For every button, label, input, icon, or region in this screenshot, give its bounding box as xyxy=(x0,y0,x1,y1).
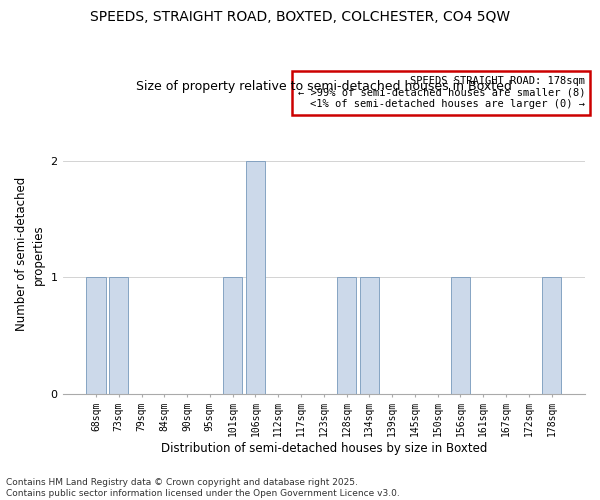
Text: SPEEDS STRAIGHT ROAD: 178sqm
← >99% of semi-detached houses are smaller (8)
<1% : SPEEDS STRAIGHT ROAD: 178sqm ← >99% of s… xyxy=(298,76,585,110)
Bar xyxy=(542,278,561,394)
Bar xyxy=(246,162,265,394)
Bar xyxy=(359,278,379,394)
Bar xyxy=(223,278,242,394)
Title: Size of property relative to semi-detached houses in Boxted: Size of property relative to semi-detach… xyxy=(136,80,512,93)
Bar xyxy=(86,278,106,394)
Text: Contains HM Land Registry data © Crown copyright and database right 2025.
Contai: Contains HM Land Registry data © Crown c… xyxy=(6,478,400,498)
Bar xyxy=(337,278,356,394)
Text: SPEEDS, STRAIGHT ROAD, BOXTED, COLCHESTER, CO4 5QW: SPEEDS, STRAIGHT ROAD, BOXTED, COLCHESTE… xyxy=(90,10,510,24)
X-axis label: Distribution of semi-detached houses by size in Boxted: Distribution of semi-detached houses by … xyxy=(161,442,487,455)
Bar xyxy=(109,278,128,394)
Y-axis label: Number of semi-detached
properties: Number of semi-detached properties xyxy=(15,177,45,332)
Bar xyxy=(451,278,470,394)
